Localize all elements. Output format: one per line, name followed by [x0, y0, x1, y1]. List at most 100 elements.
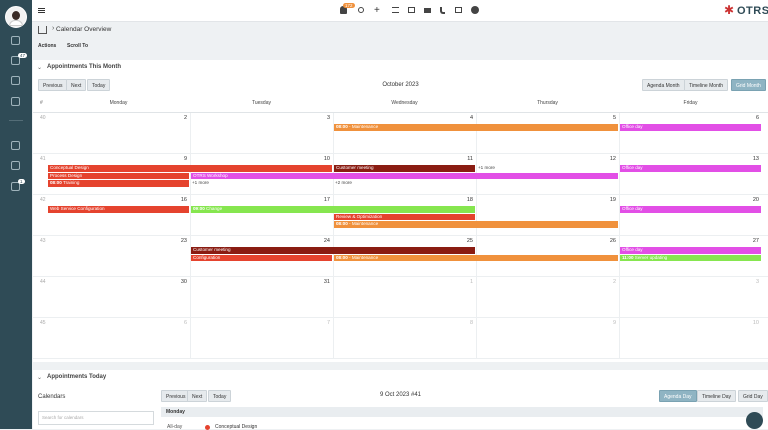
collapse-icon[interactable]: ⌄: [37, 375, 43, 381]
help-icon[interactable]: [471, 6, 479, 14]
search-input[interactable]: Search for calendars: [38, 411, 154, 425]
day-number: 8: [469, 320, 473, 326]
appointment[interactable]: Customer meeting: [191, 247, 475, 254]
appointment-time: 08:00: [336, 254, 348, 260]
day-divider: [190, 154, 191, 195]
appointment-time: 08:00: [50, 180, 62, 186]
day-number: 1: [469, 279, 473, 285]
day-number: 13: [752, 156, 759, 162]
row-line: [33, 194, 768, 195]
reports-icon[interactable]: [11, 161, 20, 170]
nav-button[interactable]: Today: [208, 390, 232, 402]
period: October 2023: [382, 82, 419, 88]
view-button[interactable]: Grid Month: [731, 79, 766, 91]
row-title[interactable]: Conceptual Design: [215, 424, 258, 430]
weekday-header: Thursday: [537, 100, 558, 106]
nav-button[interactable]: Today: [87, 79, 111, 91]
appointment[interactable]: 08:00 - Maintenance: [334, 124, 618, 131]
view-button[interactable]: Agenda Month: [642, 79, 685, 91]
day-number: 6: [755, 115, 759, 121]
day-number: 2: [612, 279, 616, 285]
week-number: 41: [40, 156, 46, 162]
appointment[interactable]: 08:00 - Maintenance: [334, 254, 618, 262]
weekday-header: Wednesday: [391, 100, 418, 106]
view-button[interactable]: Timeline Day: [697, 390, 736, 402]
appointment-title: Change: [206, 206, 223, 211]
appointment[interactable]: Office day: [620, 165, 761, 172]
appointment[interactable]: 08:00 - Maintenance: [334, 221, 618, 228]
day-number: 20: [752, 197, 759, 203]
collapse-icon[interactable]: ⌄: [37, 65, 43, 71]
home-icon[interactable]: [38, 26, 47, 34]
nav-button[interactable]: Previous: [38, 79, 68, 91]
view-button[interactable]: Grid Day: [738, 390, 768, 402]
row-time: All-day: [167, 424, 183, 430]
appointment[interactable]: Web Service Configuration: [48, 206, 189, 213]
appointment[interactable]: Office day: [620, 124, 761, 131]
appointment[interactable]: 11:00 Server updating: [620, 254, 761, 262]
day-divider: [619, 195, 620, 236]
search-icon[interactable]: [358, 7, 364, 13]
actions-menu[interactable]: Actions: [38, 43, 57, 49]
phone-icon[interactable]: [440, 7, 445, 14]
day-divider: [476, 277, 477, 318]
appointment[interactable]: Configuration: [191, 254, 332, 262]
chat-icon[interactable]: [455, 7, 462, 13]
appointment[interactable]: 08:00 Training: [48, 180, 189, 187]
tickets-icon[interactable]: [11, 56, 20, 65]
nav-button[interactable]: Next: [187, 390, 208, 402]
bell-icon[interactable]: [340, 6, 347, 14]
sidebar: 47 1: [0, 0, 32, 429]
calendar-icon[interactable]: [11, 141, 20, 150]
week-number: 44: [40, 279, 46, 285]
scroll-to-menu[interactable]: Scroll To: [67, 43, 89, 49]
appointment[interactable]: Office day: [620, 206, 761, 213]
appointment[interactable]: Customer meeting: [334, 165, 475, 172]
day-divider: [333, 277, 334, 318]
day-number: 16: [180, 197, 187, 203]
mail-icon[interactable]: [424, 8, 431, 13]
day-number: 17: [323, 197, 330, 203]
week-number: 42: [40, 197, 46, 203]
logo-mark: ✱: [724, 3, 735, 17]
panel-title[interactable]: Appointments Today: [47, 374, 107, 380]
day-divider: [619, 113, 620, 154]
appointment[interactable]: OTRS Workshop: [191, 172, 618, 180]
help-icon[interactable]: [11, 182, 20, 191]
more-link[interactable]: +2 more: [335, 180, 352, 186]
appointment[interactable]: Review & Optimization: [334, 213, 475, 221]
panel-title[interactable]: Appointments This Month: [47, 64, 121, 70]
appointment-title: Conceptual Design: [50, 165, 89, 170]
avatar[interactable]: [5, 6, 27, 28]
appointment[interactable]: Conceptual Design: [48, 165, 332, 172]
dashboard-icon[interactable]: [11, 36, 20, 45]
admin-icon[interactable]: [11, 97, 20, 106]
day-divider: [333, 318, 334, 359]
week-col-header: #: [40, 100, 43, 106]
appointment-title: Office day: [622, 165, 643, 170]
breadcrumb: Calendar Overview: [56, 26, 112, 33]
appointment-title: Web Service Configuration: [50, 206, 105, 211]
menu-icon[interactable]: [38, 8, 45, 13]
list-icon[interactable]: [392, 7, 399, 13]
nav-button[interactable]: Next: [66, 79, 87, 91]
day-divider: [333, 195, 334, 236]
appointment-title: - Maintenance: [349, 254, 379, 260]
day-number: 19: [609, 197, 616, 203]
customers-icon[interactable]: [11, 76, 20, 85]
view-button[interactable]: Agenda Day: [659, 390, 697, 402]
grid-icon[interactable]: [408, 7, 415, 13]
appointment[interactable]: Process Design: [48, 172, 189, 180]
appointment-title: Office day: [622, 206, 643, 211]
appointment[interactable]: 09:00 Change: [191, 206, 475, 213]
more-link[interactable]: +1 more: [478, 165, 495, 170]
add-icon[interactable]: +: [374, 5, 380, 16]
more-link[interactable]: +1 more: [192, 180, 209, 186]
chat-button[interactable]: [746, 412, 763, 429]
appointment[interactable]: Office day: [620, 247, 761, 254]
view-button[interactable]: Timeline Month: [684, 79, 728, 91]
day-number: 23: [180, 238, 187, 244]
appointment-title: Configuration: [193, 254, 221, 260]
day-number: 26: [609, 238, 616, 244]
day-number: 4: [469, 115, 473, 121]
